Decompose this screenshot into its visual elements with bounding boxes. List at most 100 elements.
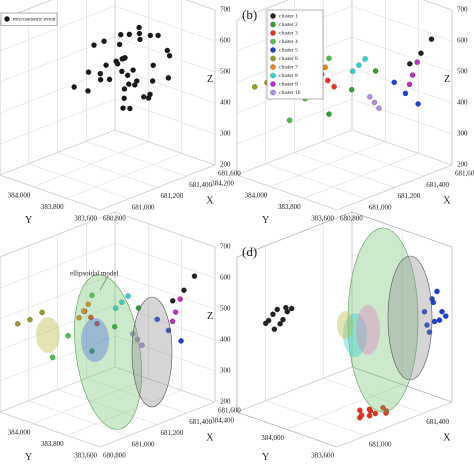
ellipsoid-models-c [36,274,173,430]
panel: 680,800 681,000 681,200 681,400 681,600 383,6… [0,211,241,463]
grid-line [0,174,101,211]
point [349,68,356,75]
point [125,293,131,299]
x-tick-label: 681,200 [161,429,184,437]
point [65,332,71,339]
legend-swatch [270,89,276,96]
legend-entry: cluster 6 [279,56,298,62]
point [409,72,416,78]
panel: 680,800 681,000 681,200 681,400 681,600 383,6… [0,0,241,226]
grid-line [185,0,216,11]
grid-line [57,389,158,425]
axis-label: Y [262,215,269,226]
point [114,60,121,67]
y-tick-label: 384,200 [211,180,234,188]
point [418,50,424,56]
y-tick-label: 384,000 [245,191,268,199]
grid-line [0,411,101,448]
z-tick-label: 500 [457,68,468,76]
point [155,32,161,39]
x-tick-label: 681,400 [189,181,212,189]
legend-entry: cluster 8 [279,73,298,79]
point [169,318,176,325]
point [431,318,438,325]
grid-line [336,401,453,448]
point [125,81,132,87]
grid-line [114,335,216,372]
point [372,68,379,74]
point [358,412,365,418]
grid-line [33,378,149,424]
point [177,296,183,302]
axis-label: X [443,196,451,207]
x-tick-label: 681,000 [132,203,155,211]
y-tick-label: 384,400 [211,417,234,425]
ellipsoid [74,274,142,430]
grid-line [303,153,419,199]
z-tick-label: 500 [220,68,231,76]
grid-line [114,36,216,73]
legend-swatch [270,30,276,36]
legend-entry: cluster 4 [279,39,298,45]
grid-line [57,152,158,188]
x-tick-label: 681,600 [218,407,241,415]
ellipsoid [356,305,380,355]
z-tick-label: 300 [457,130,468,138]
y-tick-label: 384,000 [8,191,31,199]
point [424,322,430,328]
legend-swatch [270,72,276,79]
grid-line [323,141,424,177]
legend-entry: cluster 9 [279,81,298,87]
point [428,36,435,42]
point [124,72,131,79]
point [362,56,368,62]
point [286,117,293,124]
x-tick-label: 680,800 [340,215,363,223]
point [277,321,283,327]
point [165,75,172,81]
grid-line [114,366,216,403]
point [164,47,171,54]
axis-label: Z [207,74,213,85]
grid-line [351,5,453,42]
grid-line [236,366,353,413]
grid-line [99,401,216,448]
grid-line [28,163,129,199]
y-tick-label: 383,800 [278,203,301,211]
point [49,354,56,361]
point [169,297,176,304]
point [414,59,420,65]
x-tick-label: 681,000 [369,440,392,448]
point [421,308,428,315]
point [371,99,378,106]
point [280,316,286,323]
point [271,326,278,332]
point [117,31,124,38]
grid-line [114,304,216,341]
grid-line [66,153,182,199]
point [103,62,109,68]
x-tick-label: 681,400 [426,181,449,189]
legend-swatch [270,38,276,45]
grid-line [286,384,403,430]
point [439,308,445,315]
grid-line [114,273,216,310]
point [111,323,118,330]
y-tick-label: 383,600 [74,452,97,460]
y-tick-label: 383,600 [311,452,334,460]
grid-line [0,304,116,351]
point [325,77,331,84]
x-tick-label: 681,000 [132,440,155,448]
z-tick-label: 200 [220,398,231,406]
point [434,288,440,295]
grid-line [114,211,216,248]
point [147,32,154,39]
grid-line [270,141,386,187]
point [376,105,382,111]
grid-line [99,164,216,211]
point [71,84,77,90]
axis-label: Z [444,74,450,85]
point [436,317,443,323]
point [119,68,125,75]
legend-entry: microseismic event [13,16,56,22]
